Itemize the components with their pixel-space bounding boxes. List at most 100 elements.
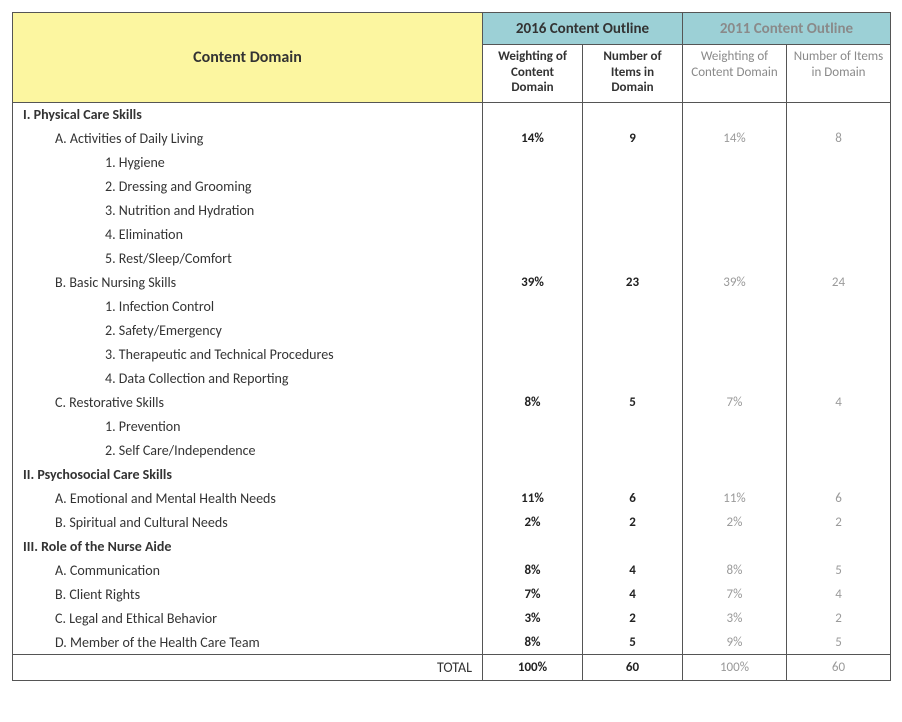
cell-2011-weighting: 2%: [683, 511, 787, 535]
table-row: D. Member of the Health Care Team8%59%5: [13, 631, 891, 655]
cell-2011-weighting: 7%: [683, 391, 787, 415]
row-label-text: C. Restorative Skills: [23, 394, 164, 411]
row-label: 3. Therapeutic and Technical Procedures: [13, 343, 483, 367]
cell-2011-items: 4: [787, 391, 891, 415]
cell-2011-weighting: [683, 295, 787, 319]
cell-2016-weighting: [483, 223, 583, 247]
row-label-text: 5. Rest/Sleep/Comfort: [23, 250, 232, 267]
cell-2011-weighting: [683, 199, 787, 223]
cell-2016-items: [583, 415, 683, 439]
row-label: D. Member of the Health Care Team: [13, 631, 483, 655]
row-label-text: B. Spiritual and Cultural Needs: [23, 514, 228, 531]
row-label-text: 2. Safety/Emergency: [23, 322, 222, 339]
cell-2011-weighting: [683, 151, 787, 175]
table-row: 3. Therapeutic and Technical Procedures: [13, 343, 891, 367]
row-label-text: B. Client Rights: [23, 586, 140, 603]
cell-2011-items: [787, 535, 891, 559]
table-row: 1. Prevention: [13, 415, 891, 439]
cell-2016-weighting: [483, 319, 583, 343]
cell-2016-weighting: [483, 247, 583, 271]
cell-2016-weighting: 14%: [483, 127, 583, 151]
cell-2016-items: [583, 439, 683, 463]
cell-2016-items: 6: [583, 487, 683, 511]
row-label: C. Legal and Ethical Behavior: [13, 607, 483, 631]
row-label: II. Psychosocial Care Skills: [13, 463, 483, 487]
cell-2011-weighting: [683, 415, 787, 439]
row-label: 2. Safety/Emergency: [13, 319, 483, 343]
cell-2011-weighting: 11%: [683, 487, 787, 511]
cell-2011-items: 2: [787, 607, 891, 631]
row-label: B. Client Rights: [13, 583, 483, 607]
table-row: II. Psychosocial Care Skills: [13, 463, 891, 487]
table-row: A. Emotional and Mental Health Needs 11%6…: [13, 487, 891, 511]
cell-2016-items: [583, 103, 683, 127]
cell-2011-items: [787, 439, 891, 463]
table-row: C. Restorative Skills8%57%4: [13, 391, 891, 415]
row-label-text: 1. Hygiene: [23, 154, 165, 171]
row-label: B. Basic Nursing Skills: [13, 271, 483, 295]
cell-2011-items: 5: [787, 631, 891, 655]
row-label-text: A. Communication: [23, 562, 160, 579]
table-header: Content Domain 2016 Content Outline 2011…: [13, 13, 891, 103]
row-label-text: 4. Elimination: [23, 226, 183, 243]
cell-2016-weighting: 8%: [483, 559, 583, 583]
row-label: III. Role of the Nurse Aide: [13, 535, 483, 559]
header-group-2011: 2011 Content Outline: [683, 13, 891, 45]
row-label-text: A. Emotional and Mental Health Needs: [23, 490, 276, 507]
cell-2016-weighting: [483, 103, 583, 127]
cell-2016-weighting: 39%: [483, 271, 583, 295]
cell-2011-items: [787, 103, 891, 127]
row-label-text: 1. Infection Control: [23, 298, 214, 315]
cell-2011-weighting: [683, 367, 787, 391]
row-label-text: II. Psychosocial Care Skills: [23, 466, 172, 483]
cell-2016-weighting: [483, 199, 583, 223]
table-row: I. Physical Care Skills: [13, 103, 891, 127]
cell-2011-weighting: 8%: [683, 559, 787, 583]
row-label: 4. Elimination: [13, 223, 483, 247]
cell-2011-items: [787, 463, 891, 487]
table-row: 4. Elimination: [13, 223, 891, 247]
total-row: TOTAL100%60100%60: [13, 655, 891, 681]
row-label: A. Emotional and Mental Health Needs: [13, 487, 483, 511]
header-group-2016: 2016 Content Outline: [483, 13, 683, 45]
cell-2011-items: [787, 295, 891, 319]
row-label-text: I. Physical Care Skills: [23, 106, 142, 123]
table-row: C. Legal and Ethical Behavior3%23%2: [13, 607, 891, 631]
row-label-text: 4. Data Collection and Reporting: [23, 370, 289, 387]
cell-2011-items: [787, 319, 891, 343]
table-row: 5. Rest/Sleep/Comfort: [13, 247, 891, 271]
row-label: 4. Data Collection and Reporting: [13, 367, 483, 391]
total-2016-weighting: 100%: [483, 655, 583, 681]
cell-2011-items: [787, 151, 891, 175]
cell-2011-weighting: [683, 343, 787, 367]
row-label-text: III. Role of the Nurse Aide: [23, 538, 171, 555]
cell-2011-weighting: 39%: [683, 271, 787, 295]
cell-2011-weighting: [683, 319, 787, 343]
cell-2011-items: 6: [787, 487, 891, 511]
table-body: I. Physical Care Skills A. Activities of …: [13, 103, 891, 681]
cell-2016-items: [583, 247, 683, 271]
table-row: 3. Nutrition and Hydration: [13, 199, 891, 223]
cell-2016-weighting: [483, 415, 583, 439]
row-label: I. Physical Care Skills: [13, 103, 483, 127]
cell-2016-items: [583, 175, 683, 199]
cell-2011-weighting: [683, 103, 787, 127]
row-label: 2. Dressing and Grooming: [13, 175, 483, 199]
cell-2011-items: 5: [787, 559, 891, 583]
table-row: A. Activities of Daily Living14%914%8: [13, 127, 891, 151]
cell-2016-items: [583, 295, 683, 319]
row-label-text: A. Activities of Daily Living: [23, 130, 203, 147]
table-row: B. Client Rights7%47%4: [13, 583, 891, 607]
total-2011-weighting: 100%: [683, 655, 787, 681]
cell-2016-weighting: [483, 175, 583, 199]
cell-2016-weighting: 3%: [483, 607, 583, 631]
cell-2011-items: [787, 199, 891, 223]
cell-2016-weighting: 2%: [483, 511, 583, 535]
cell-2016-items: [583, 343, 683, 367]
row-label-text: 3. Therapeutic and Technical Procedures: [23, 346, 334, 363]
cell-2016-items: 4: [583, 559, 683, 583]
cell-2011-items: [787, 247, 891, 271]
total-label: TOTAL: [13, 655, 483, 681]
table-row: 1. Hygiene: [13, 151, 891, 175]
row-label-text: B. Basic Nursing Skills: [23, 274, 176, 291]
